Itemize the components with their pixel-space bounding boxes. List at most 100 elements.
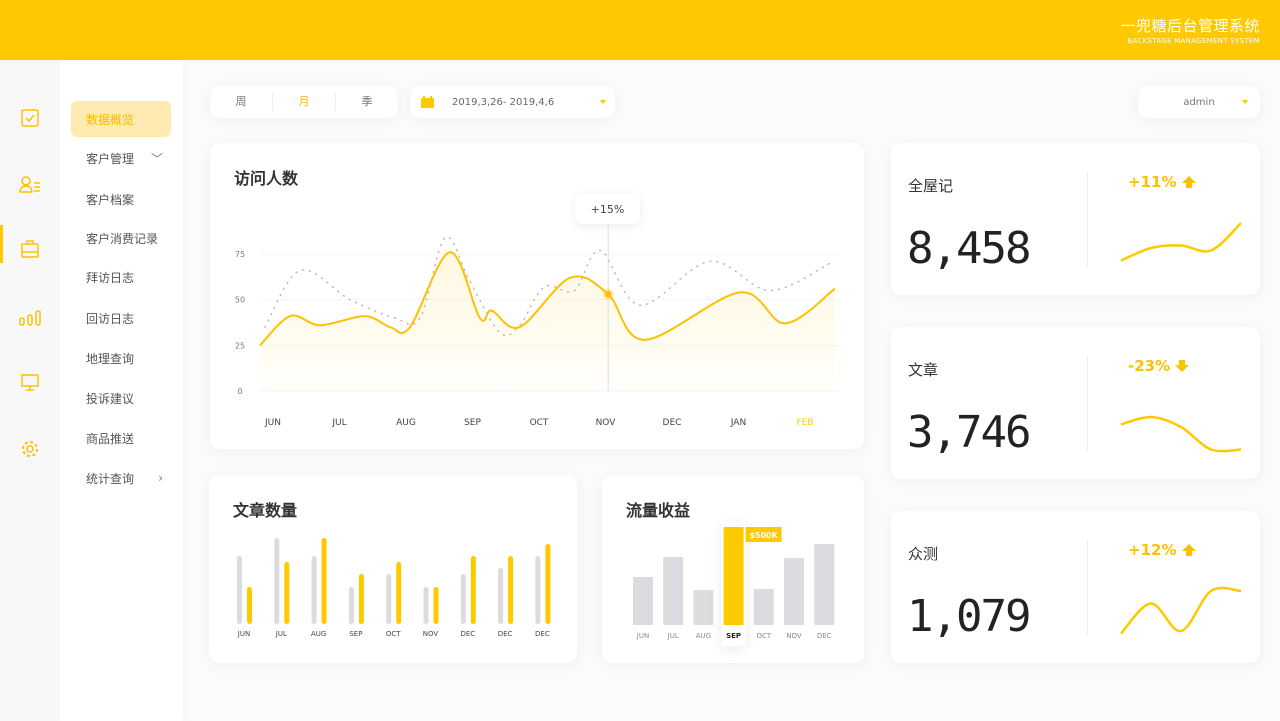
bar[interactable] [814, 544, 835, 625]
x-tick-label: DEC [498, 630, 513, 638]
dropdown-caret-icon [1242, 100, 1248, 104]
chevron-down-icon: ﹀ [150, 151, 163, 166]
stat-card: 全屋记 8,458 +11% [891, 143, 1260, 295]
date-range-picker[interactable]: 2019,3,26- 2019,4,6 [410, 86, 615, 118]
bar-gray[interactable] [386, 574, 392, 624]
stat-change-text: +12% [1128, 541, 1177, 559]
x-tick-label: FEB [796, 418, 813, 428]
submenu-item[interactable]: 拜访日志 [71, 259, 171, 295]
bar-yellow[interactable] [508, 556, 514, 624]
stat-card: 文章 3,746 -23% [891, 327, 1260, 479]
stat-card: 众测 1,079 +12% [891, 511, 1260, 663]
bar[interactable] [633, 577, 653, 625]
stat-name: 全屋记 [908, 177, 954, 195]
y-tick-label: 75 [235, 250, 245, 259]
bar[interactable] [784, 558, 804, 625]
submenu-item-label: 客户管理 [86, 151, 135, 166]
value-badge [745, 527, 782, 542]
x-tick-label: OCT [756, 632, 771, 640]
x-tick-label: JUN [636, 632, 649, 640]
bar-yellow[interactable] [321, 538, 327, 624]
sparkline [1120, 222, 1242, 262]
bar[interactable] [693, 590, 714, 625]
bar-yellow[interactable] [396, 562, 402, 624]
traffic-bar-chart: JUN JUL AUG SEP $500K OCT NOV DEC [633, 521, 835, 646]
user-list-icon[interactable] [18, 172, 42, 196]
brand-title: 一兜糖后台管理系统 [1120, 17, 1260, 35]
marker-point[interactable] [604, 290, 612, 298]
bar-gray[interactable] [274, 538, 280, 624]
bar-gray[interactable] [535, 556, 541, 624]
stat-change-text: -23% [1128, 357, 1171, 375]
x-tick-label: NOV [786, 632, 802, 640]
bar[interactable] [753, 589, 774, 625]
articles-title: 文章数量 [233, 501, 298, 520]
active-indicator [0, 225, 3, 263]
bar-yellow[interactable] [284, 562, 290, 624]
x-tick-label: AUG [696, 632, 711, 640]
bar-gray[interactable] [460, 574, 466, 624]
x-tick-label: AUG [311, 630, 326, 638]
submenu-item[interactable]: 回访日志 [71, 300, 171, 336]
x-tick-label: OCT [530, 418, 549, 428]
stat-change: -23% [1128, 357, 1190, 375]
submenu-item[interactable]: 客户档案 [71, 181, 171, 217]
y-tick-label: 25 [235, 341, 245, 350]
submenu-item[interactable]: 投诉建议 [71, 380, 171, 416]
x-tick-label: SEP [726, 632, 741, 640]
series-area [260, 252, 835, 391]
bar[interactable] [663, 557, 684, 625]
submenu-item[interactable]: 客户管理 ﹀ [71, 140, 171, 176]
traffic-title: 流量收益 [626, 501, 691, 520]
submenu-item[interactable]: 数据概览 [71, 101, 171, 137]
monitor-icon[interactable] [18, 370, 42, 394]
arrow-up-icon [1181, 544, 1196, 556]
period-option[interactable]: 月 [273, 93, 336, 111]
submenu-item[interactable]: 客户消费记录 [71, 220, 171, 256]
bar-yellow[interactable] [545, 544, 551, 624]
bar-gray[interactable] [348, 587, 354, 624]
stat-change: +11% [1128, 173, 1196, 191]
briefcase-icon[interactable] [18, 237, 42, 261]
x-tick-label: AUG [396, 418, 416, 428]
bar-gray[interactable] [423, 587, 429, 624]
submenu-item[interactable]: 商品推送 [71, 420, 171, 456]
x-tick-label: OCT [386, 630, 401, 638]
sparkline [1120, 586, 1242, 635]
submenu-item[interactable]: 地理查询 [71, 340, 171, 376]
gear-icon[interactable] [18, 437, 42, 461]
x-tick-label: JUL [275, 630, 287, 638]
bar-yellow[interactable] [433, 587, 439, 624]
x-tick-label: JUN [264, 418, 281, 428]
bar-yellow[interactable] [247, 587, 252, 624]
checkbox-icon[interactable] [18, 106, 42, 130]
calendar-icon [421, 96, 434, 108]
x-tick-label: NOV [596, 418, 617, 428]
value-badge-text: $500K [749, 531, 778, 540]
traffic-card: 流量收益 JUN JUL AUG SEP $500K OCT NOV DEC [602, 475, 864, 663]
submenu-item-label: 投诉建议 [86, 391, 135, 406]
bar-chart-icon[interactable] [18, 305, 42, 329]
y-tick-label: 0 [237, 387, 242, 396]
x-tick-label: DEC [460, 630, 475, 638]
date-range-value: 2019,3,26- 2019,4,6 [452, 96, 555, 108]
bar-gray[interactable] [237, 556, 242, 624]
x-tick-label: SEP [349, 630, 362, 638]
bar-gray[interactable] [311, 556, 317, 624]
bar-yellow[interactable] [358, 574, 364, 624]
stat-change-text: +11% [1128, 173, 1177, 191]
y-tick-label: 50 [235, 296, 245, 305]
arrow-down-icon [1175, 360, 1190, 372]
bar-yellow[interactable] [470, 556, 476, 624]
x-tick-label: NOV [423, 630, 439, 638]
period-option[interactable]: 季 [361, 95, 373, 108]
bar-highlighted[interactable] [723, 527, 744, 625]
submenu-item[interactable]: 统计查询 › [71, 460, 171, 496]
brand-subtitle: BACKSTAGE MANAGEMENT SYSTEM [1127, 37, 1260, 45]
user-dropdown[interactable]: admin [1138, 86, 1260, 118]
username: admin [1183, 96, 1215, 108]
x-tick-label: SEP [464, 418, 481, 428]
bar-gray[interactable] [498, 568, 504, 624]
period-option[interactable]: 周 [210, 93, 273, 111]
submenu-item-label: 数据概览 [86, 112, 135, 127]
